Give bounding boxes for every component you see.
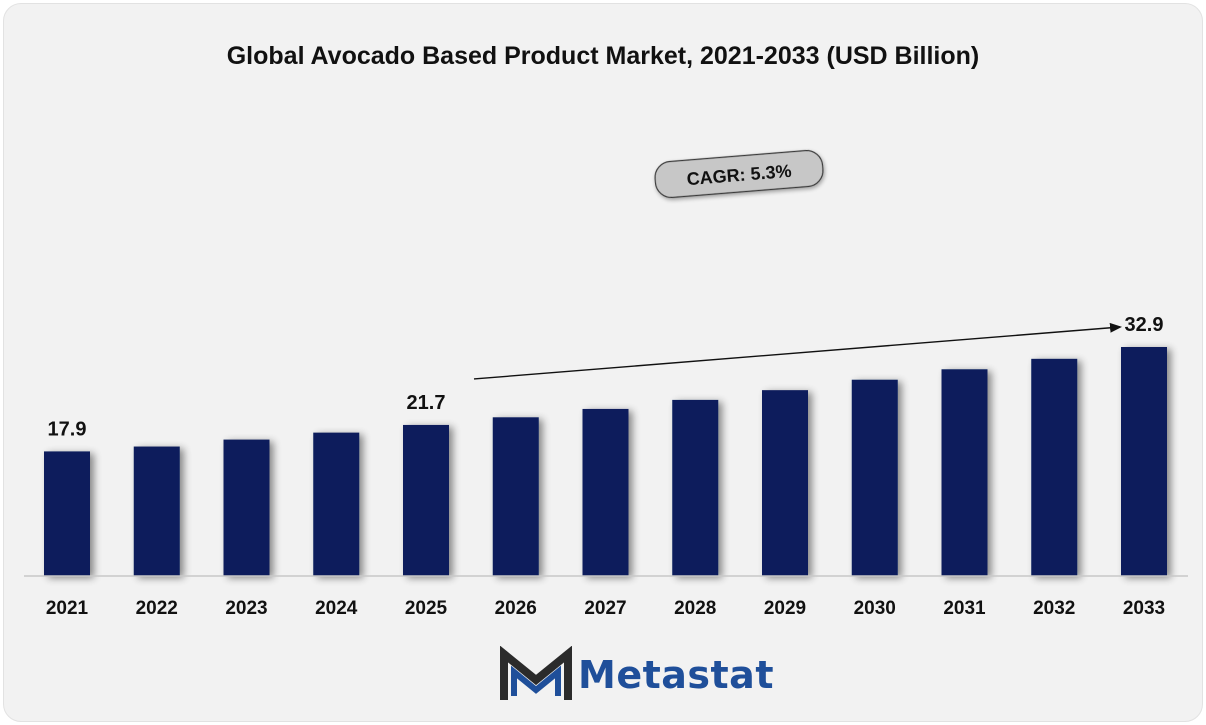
data-label-2033: 32.9 [1125, 314, 1164, 336]
bar-2032 [1031, 358, 1078, 576]
cagr-badge-bg [654, 149, 824, 199]
x-tick-label: 2032 [1033, 598, 1075, 619]
bar-2027 [582, 408, 629, 576]
metastat-logo-icon [500, 646, 572, 700]
bar-2021 [44, 451, 90, 576]
cagr-arrow [473, 322, 1122, 380]
bar-2028 [672, 399, 719, 576]
chart-title: Global Avocado Based Product Market, 202… [226, 42, 980, 70]
brand-logo: Metastat [500, 646, 774, 704]
brand-name: Metastat [578, 653, 774, 697]
bar-chart: 2021 2022 2023 2024 2025 2026 2027 2028 2029 2030… [24, 149, 1188, 619]
x-tick-label: 2030 [854, 598, 896, 619]
data-label-2021: 17.9 [48, 418, 87, 440]
x-tick-label: 2026 [495, 598, 537, 619]
bar-2025 [403, 424, 449, 576]
x-tick-label: 2022 [136, 598, 178, 619]
x-tick-label: 2021 [46, 598, 89, 619]
data-label-2025: 21.7 [407, 392, 446, 414]
x-tick-label: 2029 [764, 598, 806, 619]
bar-2024 [313, 432, 360, 576]
x-tick-label: 2033 [1123, 598, 1165, 619]
cagr-badge: CAGR: 5.3% [654, 149, 824, 199]
bar-2033 [1121, 347, 1167, 576]
x-tick-label: 2024 [315, 598, 358, 619]
bar-2031 [941, 369, 988, 576]
bar-2022 [133, 446, 180, 576]
chart-card [3, 3, 1203, 722]
x-tick-label: 2025 [405, 598, 448, 619]
x-tick-label: 2023 [225, 598, 267, 619]
bar-2030 [851, 379, 898, 576]
x-tick-label: 2027 [584, 598, 626, 619]
x-tick-label: 2031 [943, 598, 986, 619]
bar-2026 [492, 417, 539, 576]
bar-2023 [223, 439, 270, 576]
bar-2029 [762, 390, 808, 576]
x-tick-label: 2028 [674, 598, 716, 619]
